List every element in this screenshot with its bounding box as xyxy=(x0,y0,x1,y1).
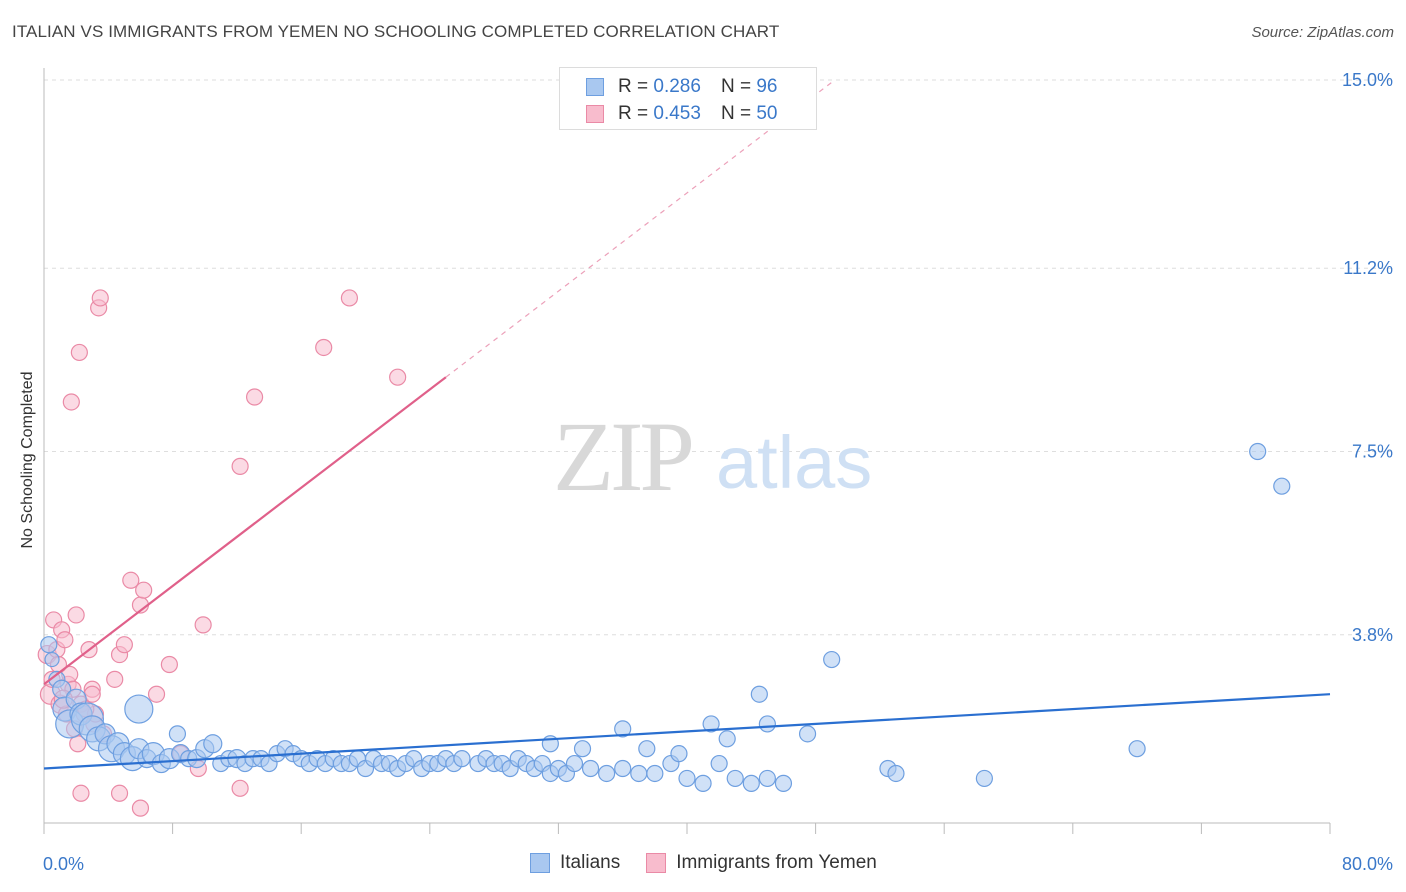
yemen-r-value: 0.453 xyxy=(653,103,701,124)
yemen-point xyxy=(91,289,109,307)
y-tick-labels: 3.8% 7.5% 11.2% 15.0% xyxy=(1342,70,1393,645)
italian-point xyxy=(630,764,648,783)
italian-point xyxy=(758,715,776,733)
y-axis-label: No Schooling Completed xyxy=(19,371,36,549)
italian-point xyxy=(1128,740,1146,758)
italian-point xyxy=(453,750,471,768)
yemen-point xyxy=(389,368,407,386)
italian-point xyxy=(44,651,60,668)
italian-point xyxy=(742,774,760,792)
trend-lines xyxy=(43,79,1331,770)
italian-point xyxy=(823,650,841,669)
n-label: N = xyxy=(720,103,752,124)
r-label: R = xyxy=(618,76,649,97)
x-tick-labels: 0.0% 80.0% xyxy=(43,854,1393,874)
y-axis-label-wrap: No Schooling Completed xyxy=(16,330,40,590)
yemen-point xyxy=(115,636,133,654)
grid-lines xyxy=(44,79,1392,636)
watermark-zip: ZIP xyxy=(553,401,691,512)
yemen-point xyxy=(67,606,85,624)
yemen-point xyxy=(160,655,178,674)
yemen-trend-line xyxy=(43,376,447,686)
italian-point xyxy=(798,725,817,743)
italian-point xyxy=(168,725,187,743)
watermark: ZIP atlas xyxy=(553,401,872,512)
italians-swatch xyxy=(586,78,604,96)
italian-point xyxy=(40,636,58,654)
yemen-point xyxy=(106,670,124,688)
italian-point xyxy=(581,759,600,778)
italian-point xyxy=(678,769,696,788)
yemen-point xyxy=(56,631,74,649)
r-label: R = xyxy=(618,103,649,124)
italians-legend-label: Italians xyxy=(560,852,621,873)
italian-point xyxy=(670,745,688,763)
italians-n-value: 96 xyxy=(756,76,778,97)
x-tick-label-max: 80.0% xyxy=(1342,854,1393,874)
yemen-n-value: 50 xyxy=(756,103,778,124)
y-tick-label: 7.5% xyxy=(1352,442,1393,462)
legend-item-italians[interactable]: Italians xyxy=(530,852,620,874)
correlation-legend: R = 0.286 N = 96 R = 0.453 N = 50 xyxy=(559,67,817,130)
yemen-point xyxy=(110,784,129,802)
yemen-trend-extension xyxy=(445,79,836,378)
legend-row-italians: R = 0.286 N = 96 xyxy=(586,76,777,98)
italians-trend-line xyxy=(43,693,1331,770)
source-credit: Source: ZipAtlas.com xyxy=(1251,24,1394,41)
yemen-point xyxy=(135,581,153,599)
italian-point xyxy=(702,715,720,733)
y-tick-label: 11.2% xyxy=(1343,258,1393,278)
italians-r-value: 0.286 xyxy=(653,76,701,97)
legend-item-yemen[interactable]: Immigrants from Yemen xyxy=(646,852,877,874)
italian-point xyxy=(646,764,664,783)
n-label: N = xyxy=(720,76,752,97)
italian-point xyxy=(1249,442,1267,461)
italian-point xyxy=(565,754,584,773)
italian-point xyxy=(694,774,712,792)
yemen-point xyxy=(315,338,333,357)
watermark-atlas: atlas xyxy=(716,421,872,504)
yemen-point xyxy=(72,784,90,802)
italian-point xyxy=(758,769,776,788)
yemen-legend-swatch xyxy=(646,853,667,873)
yemen-point xyxy=(70,343,88,362)
italian-point xyxy=(975,769,993,788)
yemen-point xyxy=(245,388,264,406)
yemen-point xyxy=(122,571,140,589)
yemen-point xyxy=(231,457,249,475)
legend-row-yemen: R = 0.453 N = 50 xyxy=(586,103,777,125)
italian-point xyxy=(774,774,793,792)
italian-point xyxy=(573,740,592,758)
yemen-swatch xyxy=(586,105,604,123)
yemen-point xyxy=(194,616,212,634)
italian-point xyxy=(614,759,632,778)
italian-point xyxy=(726,769,744,788)
italian-point xyxy=(614,720,632,738)
yemen-point xyxy=(62,393,80,411)
x-tick-label-min: 0.0% xyxy=(43,854,84,874)
italians-legend-swatch xyxy=(530,853,550,873)
y-tick-label: 3.8% xyxy=(1352,625,1393,645)
italian-point xyxy=(710,754,728,773)
yemen-legend-label: Immigrants from Yemen xyxy=(676,852,877,873)
italian-point xyxy=(1273,477,1291,495)
yemen-point xyxy=(131,799,150,817)
italian-point xyxy=(124,694,154,724)
italian-point xyxy=(203,734,223,754)
italian-point xyxy=(598,764,616,783)
italian-point xyxy=(718,730,736,748)
y-tick-label: 15.0% xyxy=(1342,70,1393,90)
yemen-point xyxy=(231,779,249,797)
italian-point xyxy=(638,740,656,758)
italian-point xyxy=(887,764,905,783)
yemen-point xyxy=(147,685,166,703)
series-legend: Italians Immigrants from Yemen xyxy=(530,852,903,874)
italian-point xyxy=(750,685,768,703)
yemen-point xyxy=(340,289,359,307)
chart-title: ITALIAN VS IMMIGRANTS FROM YEMEN NO SCHO… xyxy=(12,22,780,41)
